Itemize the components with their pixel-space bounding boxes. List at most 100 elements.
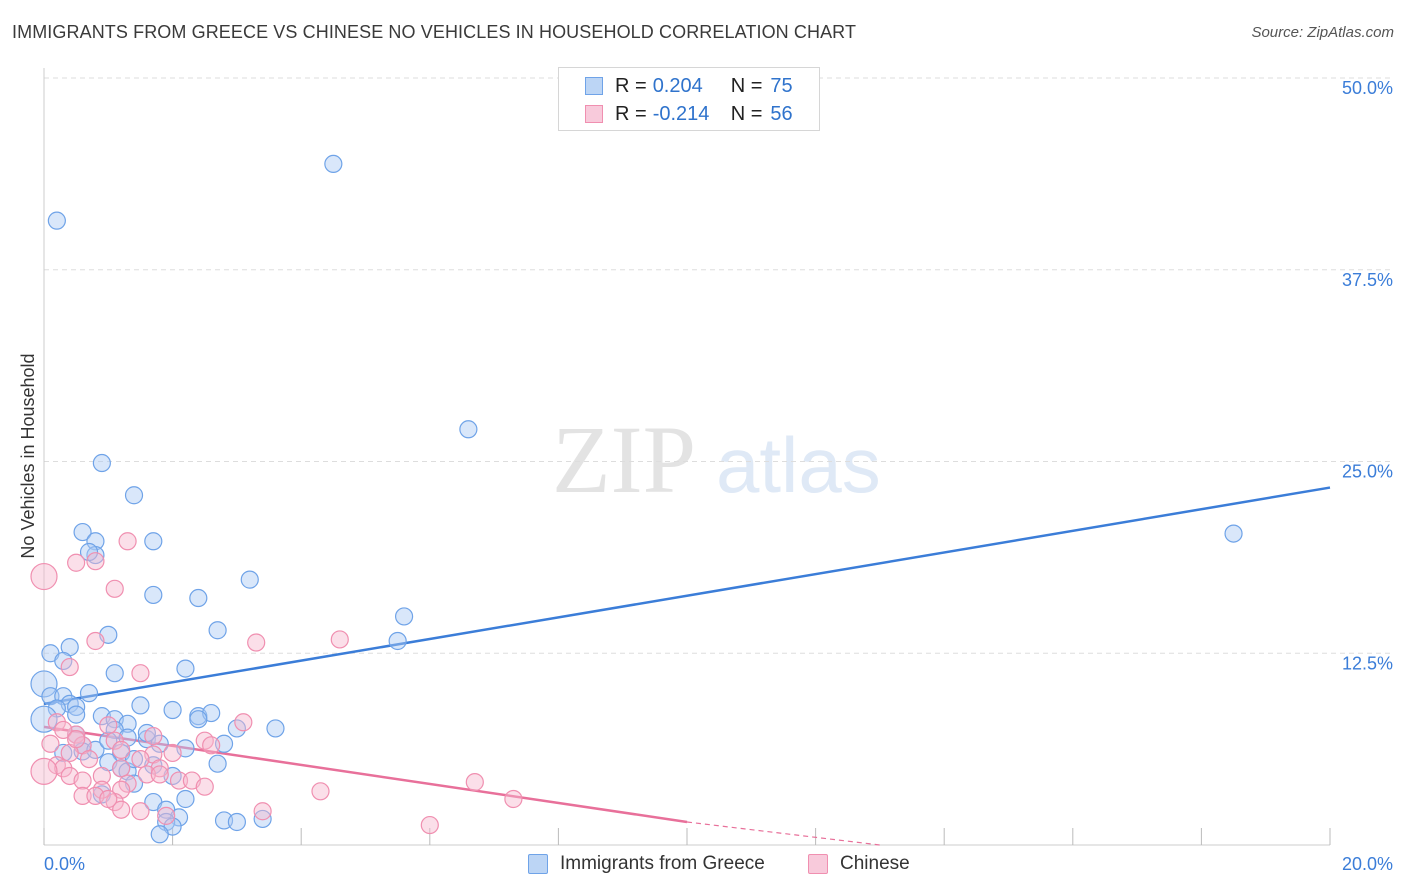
chinese-point (131, 802, 150, 821)
stats-r-value: 0.204 (652, 74, 703, 97)
greece-point (189, 710, 208, 729)
chinese-point (67, 553, 86, 572)
greece-point (227, 812, 246, 832)
chinese-point (112, 800, 131, 819)
chinese-point (150, 765, 169, 784)
stats-r-label: R = (615, 102, 647, 125)
chinese-point (30, 562, 58, 591)
greece-point (388, 631, 407, 651)
chinese-point (60, 657, 79, 677)
watermark-atlas: atlas (716, 421, 881, 509)
chinese-point (330, 630, 349, 649)
greece-point (163, 700, 182, 720)
chinese-point (195, 731, 214, 750)
greece-point (79, 684, 99, 703)
greece-point (105, 664, 124, 683)
greece-point (459, 420, 478, 439)
greece-point (253, 809, 272, 829)
chinese-point (86, 552, 105, 571)
chinese-point (99, 716, 118, 735)
chinese-point (253, 802, 272, 821)
chinese-point (169, 771, 189, 790)
legend-item-chinese[interactable]: Chinese (808, 850, 910, 878)
chinese-trend-extension (686, 821, 880, 846)
stats-n-value: 56 (770, 102, 793, 125)
greece-point (176, 659, 195, 678)
greece-point (47, 211, 66, 230)
chinese-point (247, 633, 266, 652)
greece-point (324, 154, 343, 174)
legend-item-greece[interactable]: Immigrants from Greece (528, 850, 765, 878)
stats-r-value: -0.214 (652, 102, 710, 125)
stats-r-label: R = (615, 74, 647, 97)
chinese-point (79, 749, 99, 769)
greece-point (208, 621, 227, 640)
greece-point (144, 585, 163, 605)
chinese-point (54, 720, 73, 740)
greece-point (189, 588, 208, 608)
greece-point (124, 486, 144, 505)
greece-point (30, 705, 58, 733)
watermark-zip: ZIP (552, 406, 696, 513)
chinese-point (112, 759, 131, 778)
greece-point (1224, 524, 1243, 543)
stats-swatch-greece (585, 77, 603, 95)
greece-point (30, 670, 58, 698)
chinese-point (144, 726, 163, 746)
y-tick-label: 50.0% (1342, 78, 1393, 98)
chinese-point (86, 631, 105, 651)
greece-point (73, 522, 92, 542)
chinese-point (99, 789, 118, 809)
chinese-point (105, 731, 124, 750)
stats-legend-row-greece: R = 0.204 N = 75 (585, 72, 844, 100)
chinese-point (234, 713, 253, 732)
stats-n-label: N = (730, 102, 763, 125)
chinese-point (73, 771, 92, 790)
stats-swatch-chinese (585, 105, 603, 123)
greece-point (99, 731, 118, 750)
greece-trend-line (43, 486, 1331, 706)
greece-point (67, 705, 86, 724)
chinese-point (73, 786, 92, 806)
greece-point (67, 697, 86, 717)
chinese-point (131, 749, 150, 769)
greece-point (150, 825, 169, 844)
greece-point (240, 570, 259, 589)
stats-legend-row-chinese: R = -0.214 N = 56 (585, 100, 844, 128)
stats-n-label: N = (730, 74, 763, 97)
greece-point (86, 532, 105, 551)
chinese-point (105, 579, 124, 598)
chart-title: IMMIGRANTS FROM GREECE VS CHINESE NO VEH… (12, 22, 857, 42)
legend-label-greece: Immigrants from Greece (560, 853, 765, 874)
stats-n-value: 75 (770, 74, 793, 97)
chinese-point (504, 789, 523, 809)
greece-point (394, 607, 414, 626)
y-tick-label: 25.0% (1342, 462, 1393, 482)
source-credit: Source: ZipAtlas.com (1251, 24, 1394, 41)
chinese-point (311, 782, 330, 801)
greece-point (131, 696, 150, 715)
legend-label-chinese: Chinese (840, 853, 910, 874)
legend-swatch-greece (528, 854, 548, 874)
y-tick-label: 37.5% (1342, 270, 1393, 290)
chinese-point (465, 773, 484, 792)
x-tick-label: 20.0% (1342, 854, 1393, 874)
chinese-point (131, 664, 150, 683)
chinese-point (163, 743, 182, 763)
chinese-point (41, 734, 60, 753)
x-tick-label: 0.0% (44, 854, 85, 874)
chinese-point (112, 740, 131, 759)
watermark: ZIP atlas (552, 406, 881, 513)
greece-point (124, 749, 144, 769)
stats-legend: R = 0.204 N = 75 R = -0.214 N = 56 (558, 67, 820, 131)
chinese-point (420, 815, 439, 835)
chinese-point (202, 736, 221, 755)
chinese-point (137, 765, 156, 784)
y-axis-label: No Vehicles in Household (18, 353, 38, 558)
chinese-point (67, 730, 86, 749)
greece-point (79, 542, 99, 562)
greece-point (266, 719, 285, 738)
greece-point (176, 789, 195, 809)
chinese-point (118, 532, 137, 551)
